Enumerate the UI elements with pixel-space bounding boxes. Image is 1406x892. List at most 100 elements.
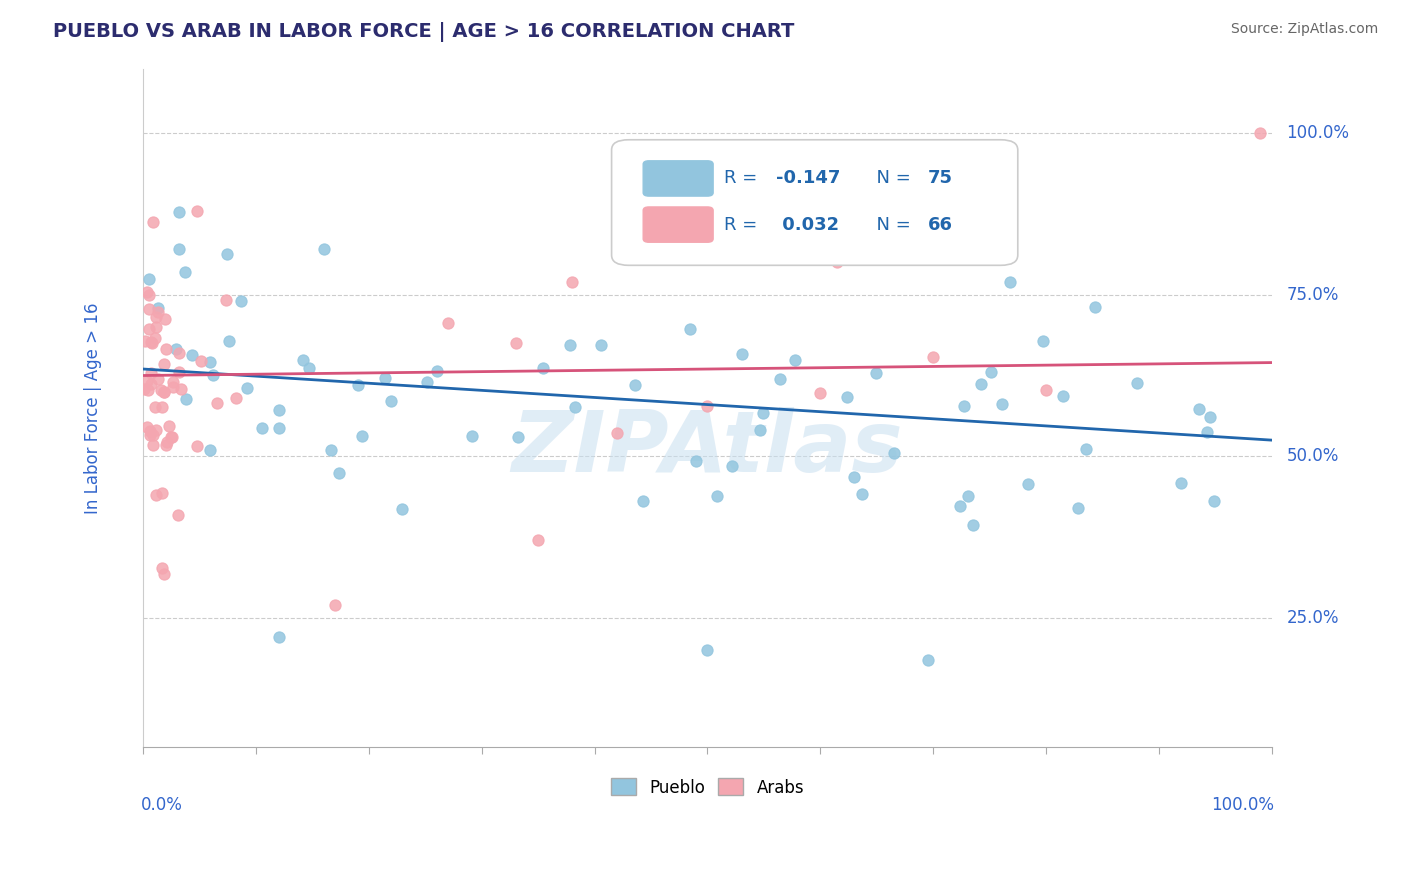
Point (153, 384, 176, 399)
Text: 0.032: 0.032 (776, 216, 839, 234)
Point (150, 400, 173, 414)
Point (531, 360, 554, 375)
Point (564, 400, 586, 414)
Point (134, 382, 156, 396)
Point (865, 366, 887, 380)
Point (269, 421, 291, 435)
Point (150, 485, 173, 500)
Point (505, 336, 527, 351)
Point (142, 215, 165, 229)
Point (706, 489, 728, 503)
Point (321, 442, 343, 457)
Point (146, 301, 169, 315)
Point (962, 518, 984, 533)
Point (174, 392, 197, 406)
Point (1202, 493, 1225, 508)
Text: Source: ZipAtlas.com: Source: ZipAtlas.com (1230, 22, 1378, 37)
Point (162, 376, 184, 390)
Point (252, 421, 274, 435)
Point (174, 264, 197, 278)
Point (953, 399, 976, 413)
Point (150, 561, 173, 575)
Point (437, 316, 460, 330)
Point (769, 371, 792, 385)
Point (1125, 376, 1147, 390)
Point (198, 355, 221, 369)
Point (1076, 442, 1098, 457)
Point (328, 466, 350, 480)
Point (153, 357, 176, 371)
Point (883, 446, 905, 460)
Point (558, 338, 581, 352)
Point (461, 429, 484, 443)
Text: 100.0%: 100.0% (1211, 796, 1274, 814)
Point (198, 443, 221, 458)
Point (298, 360, 321, 375)
Point (181, 348, 204, 362)
Point (141, 335, 163, 350)
Point (215, 246, 238, 260)
Point (136, 383, 159, 397)
Point (215, 293, 238, 307)
Point (231, 294, 253, 309)
Text: 100.0%: 100.0% (1286, 124, 1350, 142)
Point (146, 304, 169, 318)
Point (145, 319, 167, 334)
Point (721, 458, 744, 473)
Point (153, 312, 176, 326)
Point (1052, 389, 1074, 403)
Point (186, 439, 208, 453)
Point (141, 366, 163, 380)
FancyBboxPatch shape (643, 161, 713, 196)
Point (157, 418, 180, 433)
Point (1017, 476, 1039, 491)
FancyBboxPatch shape (643, 207, 713, 243)
Point (145, 310, 167, 324)
Point (225, 391, 247, 405)
FancyBboxPatch shape (612, 140, 1018, 265)
Point (135, 420, 157, 434)
Point (426, 364, 449, 378)
Point (631, 493, 654, 508)
Text: 75: 75 (928, 169, 952, 187)
Point (162, 380, 184, 394)
Point (190, 354, 212, 368)
Point (991, 397, 1014, 411)
Point (150, 383, 173, 397)
Point (145, 424, 167, 438)
Text: 0.0%: 0.0% (141, 796, 183, 814)
Text: 66: 66 (928, 216, 952, 234)
Point (138, 322, 160, 336)
Point (844, 470, 866, 484)
Point (1032, 334, 1054, 349)
Point (169, 205, 191, 219)
Point (169, 242, 191, 256)
Point (696, 643, 718, 657)
Point (267, 630, 290, 644)
Point (323, 598, 346, 612)
Point (153, 567, 176, 582)
Point (1066, 500, 1088, 515)
Point (138, 271, 160, 285)
Point (138, 302, 160, 317)
Point (138, 425, 160, 439)
Point (205, 396, 228, 410)
Point (152, 385, 174, 400)
Point (808, 386, 831, 401)
Point (142, 438, 165, 452)
Point (1199, 410, 1222, 425)
Point (1035, 383, 1057, 397)
Point (134, 334, 156, 349)
Point (956, 490, 979, 504)
Text: N =: N = (866, 216, 917, 234)
Point (139, 428, 162, 442)
Point (1188, 402, 1211, 417)
Point (166, 508, 188, 522)
Point (146, 372, 169, 386)
Text: 50.0%: 50.0% (1286, 447, 1339, 466)
Point (165, 342, 187, 356)
Point (998, 275, 1021, 289)
Point (267, 403, 290, 417)
Point (292, 352, 315, 367)
Point (1249, 126, 1271, 140)
